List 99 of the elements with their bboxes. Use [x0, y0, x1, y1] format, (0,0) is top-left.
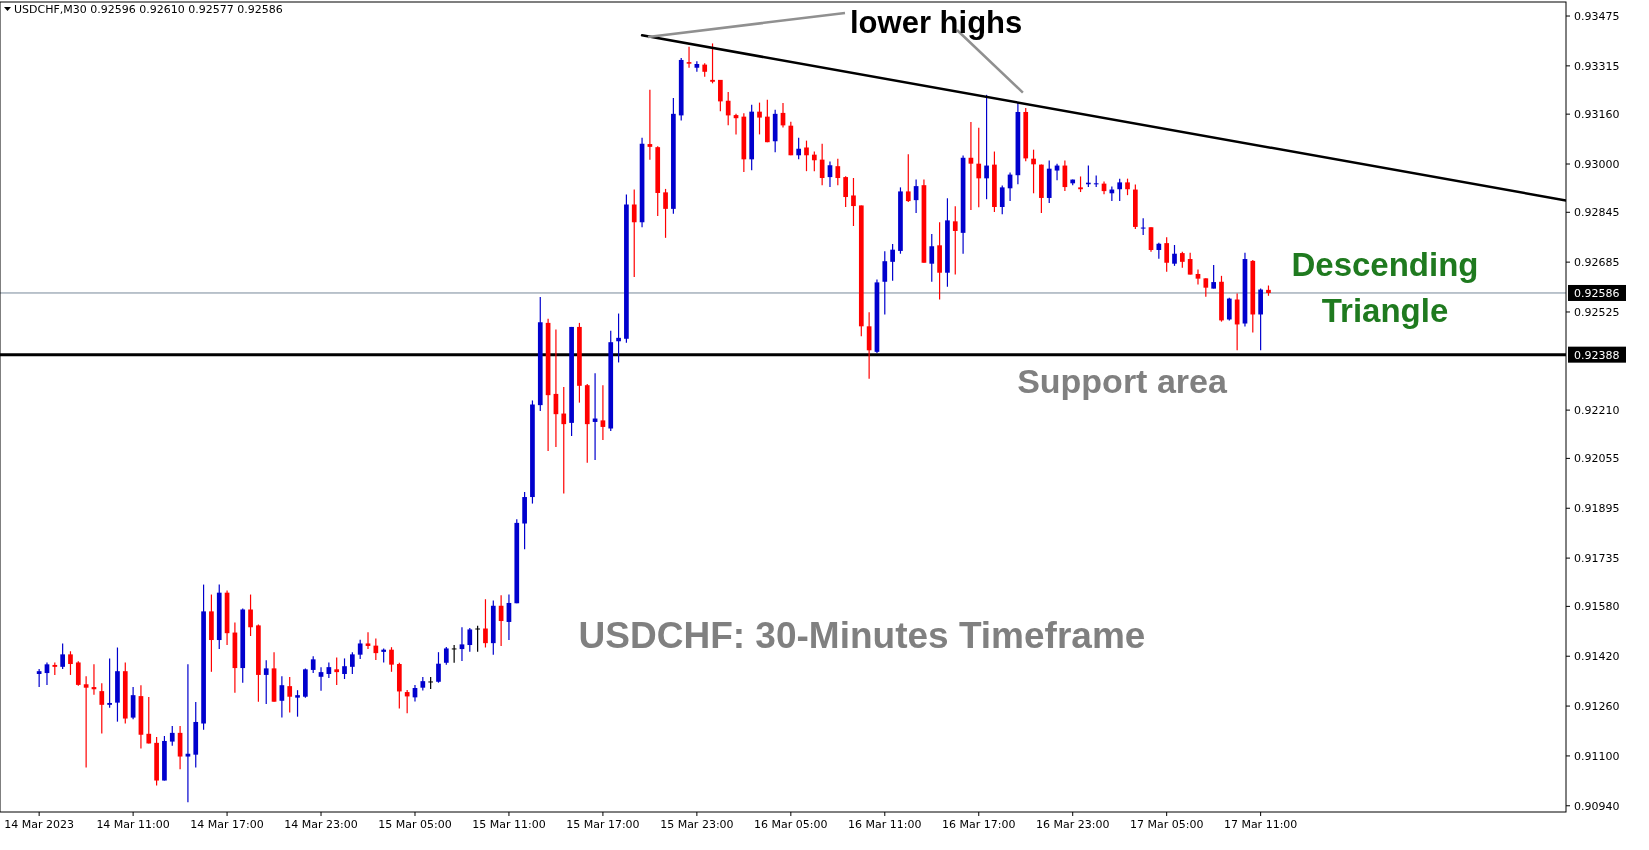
candlestick [342, 657, 347, 680]
x-tick-label: 15 Mar 17:00 [566, 818, 640, 831]
candlestick [890, 243, 895, 282]
y-tick-label: 0.92845 [1574, 206, 1620, 220]
candlestick [929, 233, 935, 283]
candlestick [686, 46, 692, 69]
x-tick-label: 15 Mar 05:00 [378, 818, 452, 831]
x-tick-label: 14 Mar 17:00 [190, 818, 264, 831]
annotation: lower highs [850, 5, 1023, 40]
candlestick [663, 188, 668, 239]
ref-line-label: 0.92388 [1574, 348, 1620, 362]
candlestick [600, 384, 606, 441]
candlestick [36, 668, 42, 688]
candlestick [475, 625, 480, 653]
candlestick [68, 650, 73, 676]
x-tick-label: 16 Mar 05:00 [754, 818, 828, 831]
candlestick [976, 127, 982, 208]
candlestick [882, 250, 888, 316]
candlestick [631, 188, 637, 278]
candlestick [107, 657, 112, 709]
chart-title: USDCHF,M30 0.92596 0.92610 0.92577 0.92586 [14, 3, 283, 16]
y-tick-label: 0.93000 [1574, 157, 1620, 171]
candlestick [459, 626, 465, 662]
candlestick [952, 205, 958, 276]
candlestick [1187, 252, 1193, 276]
candlestick [373, 637, 379, 661]
candlestick [1226, 297, 1232, 321]
y-tick-label: 0.91580 [1574, 600, 1620, 614]
y-tick-label: 0.93475 [1574, 9, 1620, 23]
candlestick [248, 593, 253, 637]
candlestick [725, 91, 731, 126]
x-tick-label: 14 Mar 11:00 [96, 818, 170, 831]
candlestick [851, 177, 856, 227]
candlestick [1172, 244, 1177, 267]
y-tick-label: 0.92525 [1574, 305, 1620, 319]
y-tick-label: 0.90940 [1574, 799, 1620, 813]
candlestick [169, 725, 175, 747]
candlestick [1195, 269, 1201, 286]
candlestick [999, 184, 1005, 215]
x-tick-label: 14 Mar 23:00 [284, 818, 358, 831]
y-tick-label: 0.91735 [1574, 551, 1620, 565]
x-tick-label: 15 Mar 11:00 [472, 818, 546, 831]
candlestick [287, 676, 293, 714]
candlestick [561, 386, 567, 495]
candlestick [99, 682, 105, 735]
y-tick-label: 0.91100 [1574, 749, 1620, 763]
candlestick [83, 675, 89, 769]
candlestick [647, 89, 653, 161]
y-tick-label: 0.93315 [1574, 59, 1620, 73]
candlestick [185, 663, 191, 803]
candlestick [146, 696, 152, 745]
candlestick [710, 42, 715, 84]
y-tick-label: 0.91420 [1574, 650, 1620, 664]
candlestick [1203, 277, 1209, 298]
annotation: Support area [1017, 362, 1228, 400]
candlestick [365, 631, 371, 650]
candlestick [350, 651, 355, 675]
candlestick [295, 689, 300, 718]
candlestick [796, 137, 802, 160]
candlestick [436, 651, 441, 684]
candlestick [804, 140, 809, 172]
candlestick [1211, 264, 1216, 290]
y-tick-label: 0.91260 [1574, 699, 1620, 713]
y-tick-label: 0.91895 [1574, 502, 1620, 516]
x-tick-label: 16 Mar 23:00 [1035, 818, 1110, 831]
candlestick [404, 689, 410, 714]
candlestick [467, 627, 473, 653]
candlestick [483, 598, 488, 649]
y-tick-label: 0.92685 [1574, 255, 1620, 269]
candlestick [263, 659, 269, 705]
candlestick [811, 150, 817, 172]
x-tick-label: 17 Mar 05:00 [1129, 818, 1204, 831]
y-tick-label: 0.93160 [1574, 108, 1620, 121]
candlestick [984, 94, 989, 200]
candlestick [60, 642, 65, 670]
candlestick [75, 660, 81, 687]
candlestick [835, 158, 841, 186]
candlestick [905, 153, 911, 203]
candlestick [357, 639, 363, 660]
x-tick-label: 16 Mar 11:00 [848, 818, 922, 831]
x-tick-label: 16 Mar 17:00 [942, 818, 1016, 831]
candlestick [843, 175, 848, 208]
y-tick-label: 0.92055 [1574, 452, 1620, 466]
candlestick [334, 656, 340, 686]
candlestick [718, 79, 723, 112]
candlestick [389, 646, 394, 673]
x-tick-label: 14 Mar 2023 [4, 818, 75, 831]
x-tick-label: 17 Mar 11:00 [1223, 818, 1298, 831]
ref-line-label: 0.92586 [1574, 286, 1620, 300]
candlestick [1117, 178, 1123, 202]
annotation: USDCHF: 30-Minutes Timeframe [578, 615, 1146, 656]
candlestick [318, 666, 324, 692]
candlestick [757, 102, 762, 135]
x-tick-label: 15 Mar 23:00 [660, 818, 734, 831]
candlestick [1164, 236, 1170, 273]
candlestick [1031, 149, 1036, 194]
candlestick [616, 312, 621, 364]
annotation: Descending Triangle [1291, 246, 1479, 330]
y-tick-label: 0.92210 [1574, 403, 1620, 417]
